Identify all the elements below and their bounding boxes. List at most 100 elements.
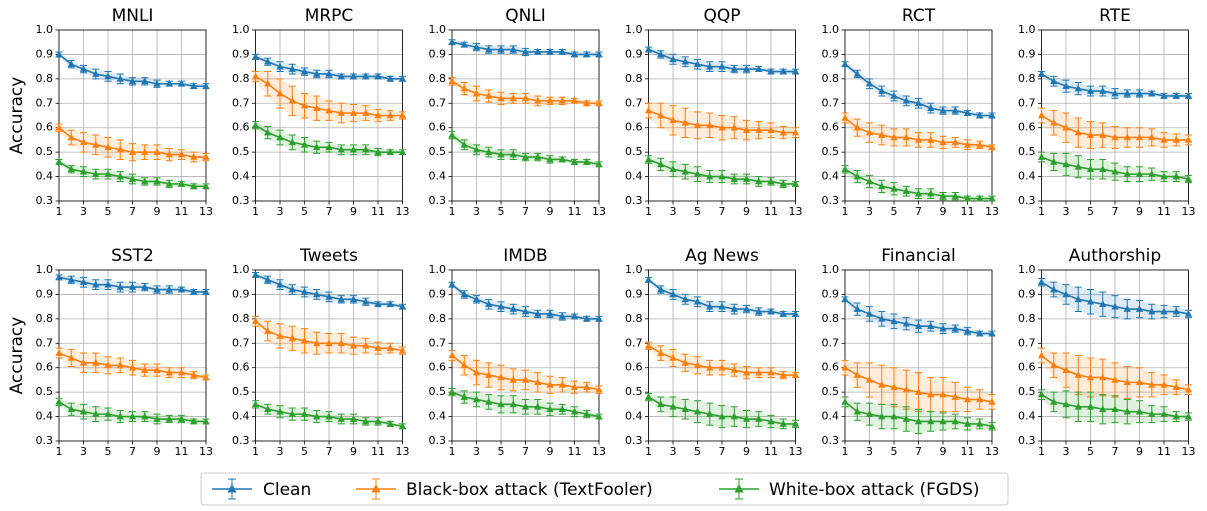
marker (878, 131, 886, 138)
legend-marker (734, 484, 744, 493)
x-tick-label: 1 (449, 205, 456, 218)
marker (558, 405, 566, 413)
marker (595, 314, 603, 322)
x-tick-label: 3 (80, 445, 87, 458)
marker (313, 412, 321, 420)
marker (841, 60, 849, 67)
marker (534, 153, 542, 160)
y-tick-label: 0.5 (625, 385, 643, 398)
marker (669, 165, 677, 173)
subplot: 0.30.40.50.60.70.80.91.01 3 5 7 9 11 13Authors… (1018, 246, 1196, 458)
x-tick-label: 1 (252, 205, 259, 218)
marker (460, 84, 468, 92)
marker (276, 331, 284, 339)
y-tick-label: 0.8 (1018, 72, 1036, 85)
x-tick-label: 3 (866, 445, 873, 458)
marker (914, 135, 923, 143)
marker (276, 89, 284, 97)
marker (1111, 167, 1119, 175)
marker (595, 412, 603, 420)
marker (1062, 366, 1070, 373)
marker (1050, 361, 1058, 369)
marker (706, 302, 714, 310)
marker (300, 336, 309, 344)
x-tick-label: 7 (1112, 445, 1119, 458)
marker (264, 405, 272, 413)
y-tick-label: 0.8 (429, 72, 447, 85)
x-tick-label: 11 (568, 205, 582, 218)
x-tick-label: 13 (789, 445, 803, 458)
marker (755, 307, 763, 315)
marker (890, 317, 898, 325)
marker (902, 187, 910, 195)
marker (374, 300, 382, 307)
legend-label: White-box attack (FGDS) (769, 480, 980, 500)
marker (1172, 135, 1180, 143)
marker (325, 412, 333, 420)
marker (927, 322, 935, 329)
marker (472, 89, 481, 97)
marker (767, 177, 775, 185)
subplot: 0.30.40.50.60.70.80.91.01 3 5 7 9 11 13MNLIAcc… (7, 6, 213, 218)
y-tick-label: 0.7 (822, 336, 840, 349)
marker (288, 410, 296, 417)
subplot-title: Ag News (685, 246, 759, 266)
marker (165, 368, 173, 376)
marker (1123, 170, 1131, 177)
marker (669, 290, 677, 298)
marker (1172, 383, 1180, 391)
marker (448, 351, 456, 359)
marker (988, 397, 996, 405)
marker (742, 65, 751, 72)
marker (1135, 89, 1144, 97)
y-tick-label: 0.7 (822, 96, 840, 109)
marker (337, 109, 345, 116)
marker (657, 349, 665, 356)
y-tick-label: 0.7 (1018, 96, 1036, 109)
y-tick-label: 0.3 (822, 434, 840, 447)
marker (313, 104, 321, 111)
marker (583, 383, 591, 391)
marker (300, 140, 309, 148)
subplot-title: MNLI (112, 6, 154, 26)
marker (79, 167, 88, 175)
marker (779, 179, 787, 187)
y-tick-label: 0.9 (232, 47, 250, 60)
marker (165, 79, 173, 87)
x-tick-label: 11 (371, 205, 385, 218)
marker (841, 295, 849, 303)
x-tick-label: 3 (80, 205, 87, 218)
marker (1062, 160, 1070, 168)
marker (374, 72, 382, 80)
marker (914, 99, 923, 107)
marker (951, 138, 959, 146)
marker (1111, 302, 1119, 310)
marker (55, 123, 63, 131)
y-tick-label: 0.4 (232, 170, 250, 183)
y-tick-label: 0.5 (822, 385, 840, 398)
y-tick-label: 0.5 (36, 145, 54, 158)
marker (730, 412, 738, 420)
marker (841, 363, 849, 371)
marker (767, 307, 775, 315)
marker (902, 96, 910, 104)
marker (1062, 400, 1070, 408)
y-tick-label: 0.4 (429, 170, 447, 183)
y-tick-label: 1.0 (1018, 23, 1036, 36)
marker (153, 79, 161, 87)
marker (1123, 407, 1131, 415)
marker (853, 172, 861, 180)
x-tick-label: 3 (670, 205, 677, 218)
x-tick-label: 13 (1182, 445, 1196, 458)
axes-frame (255, 269, 403, 442)
y-tick-label: 0.7 (625, 96, 643, 109)
marker (325, 143, 333, 151)
x-tick-label: 1 (1038, 445, 1045, 458)
marker (472, 395, 481, 403)
marker (1184, 309, 1193, 317)
x-tick-label: 11 (371, 445, 385, 458)
marker (755, 368, 763, 376)
marker (55, 157, 63, 165)
marker (583, 99, 591, 107)
